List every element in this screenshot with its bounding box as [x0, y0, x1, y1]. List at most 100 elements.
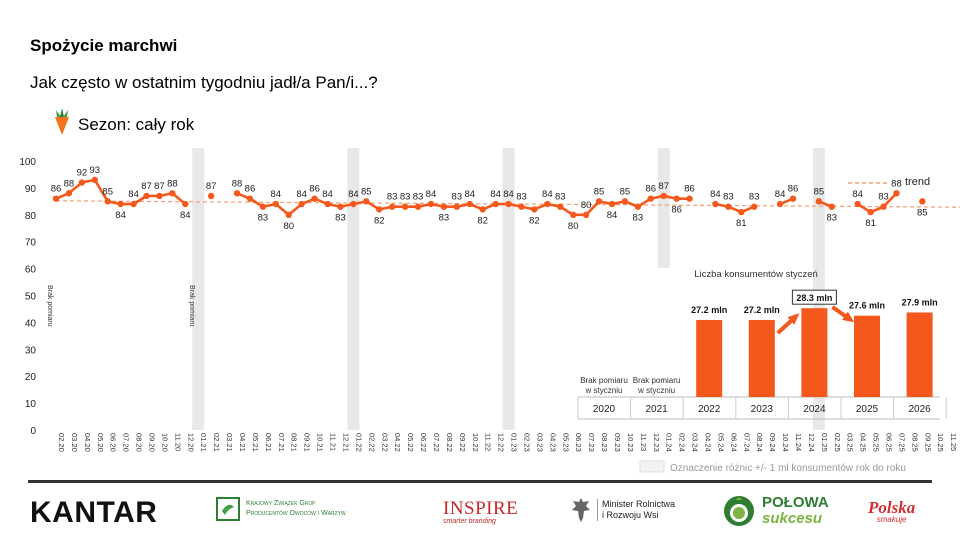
data-point: [828, 203, 835, 210]
data-point: [621, 198, 629, 205]
x-tick-label: 07.20: [122, 433, 131, 452]
x-tick-label: 02.25: [833, 433, 842, 452]
data-label: 85: [361, 186, 372, 197]
bar-value-label: 27.6 mln: [849, 301, 885, 311]
kantar-logo: KANTAR: [30, 496, 158, 529]
x-tick-label: 11.21: [329, 433, 338, 451]
y-tick-label: 50: [25, 292, 37, 303]
data-point: [531, 206, 538, 213]
data-point: [725, 203, 732, 210]
data-label: 82: [477, 215, 488, 226]
no-measurement-label: Brak pomiaru: [188, 285, 195, 327]
polska-line2: smakuje: [876, 515, 907, 524]
data-point: [660, 192, 667, 200]
bar-value-label: 27.9 mln: [902, 297, 938, 307]
data-label: 85: [102, 186, 113, 197]
x-tick-label: 11.22: [484, 433, 493, 451]
x-tick-label: 06.25: [885, 433, 894, 452]
data-point: [104, 198, 111, 205]
data-label: 84: [115, 210, 126, 221]
x-tick-label: 07.24: [742, 433, 751, 452]
data-label: 93: [90, 165, 101, 176]
minister-line1: Minister Rolnictwa: [602, 499, 676, 509]
x-tick-label: 11.25: [949, 433, 958, 451]
x-tick-label: 03.22: [380, 433, 389, 452]
data-point: [233, 190, 241, 197]
x-tick-label: 02.22: [367, 433, 376, 452]
data-point: [156, 192, 163, 200]
x-tick-label: 02.20: [57, 433, 66, 452]
data-label: 84: [296, 189, 307, 200]
consumption-chart: Brak pomiaru Brak pomiaru 0 10 20 30 40 50 60 70 8…: [19, 148, 960, 474]
data-point: [91, 176, 98, 184]
x-tick-label: 08.24: [755, 433, 764, 452]
data-point: [143, 192, 150, 200]
data-point: [337, 203, 344, 210]
kzg-line1: Krajowy Związek Grup: [246, 500, 316, 507]
x-tick-label: 05.24: [716, 433, 725, 452]
data-label: 88: [891, 178, 902, 189]
x-tick-label: 09.25: [923, 433, 932, 452]
data-label: 83: [723, 192, 734, 203]
data-label: 83: [827, 213, 838, 224]
data-point: [311, 195, 318, 202]
x-tick-label: 03.21: [225, 433, 234, 452]
x-tick-label: 12.20: [186, 433, 195, 452]
data-label: 86: [51, 184, 62, 195]
data-point: [259, 203, 267, 210]
data-label: 85: [620, 186, 631, 197]
data-label: 84: [542, 189, 553, 200]
x-tick-label: 04.23: [548, 433, 557, 452]
bar-value-label: 27.2 mln: [744, 305, 780, 315]
x-tick-label: 12.22: [497, 433, 506, 452]
data-label: 84: [348, 189, 359, 200]
data-point: [712, 200, 719, 208]
data-label: 84: [464, 189, 475, 200]
x-tick-label: 08.22: [445, 433, 454, 452]
bar: [854, 315, 880, 397]
data-label: 87: [154, 181, 165, 192]
data-point: [388, 203, 396, 210]
data-label: 85: [814, 186, 825, 197]
x-tick-label: 10.20: [160, 433, 169, 452]
data-label: 81: [736, 218, 747, 229]
x-tick-label: 01.23: [510, 433, 519, 452]
data-label: 86: [645, 184, 656, 195]
highlight-box: [791, 289, 837, 305]
data-label: 86: [788, 184, 799, 195]
data-point: [169, 190, 176, 197]
data-point: [272, 200, 280, 208]
question-text: Jak często w ostatnim tygodniu jadł/a Pa…: [30, 73, 378, 92]
series-line: [856, 192, 898, 214]
x-tick-label: 10.25: [936, 433, 945, 452]
bar-missing-label: w styczniu: [585, 386, 623, 395]
bar-missing-label: Brak pomiaru: [580, 376, 628, 385]
bar-chart-title: Liczba konsumentów styczeń: [694, 269, 818, 280]
kzg-line2: Producentów Owoców i Warzyw: [246, 510, 346, 517]
x-tick-label: 03.25: [846, 433, 855, 452]
data-point: [751, 203, 758, 210]
data-label: 83: [400, 192, 411, 203]
data-label: 84: [490, 189, 501, 200]
x-tick-label: 03.23: [535, 433, 544, 452]
bar-year-label: 2025: [856, 404, 879, 415]
no-measurement-label: Brak pomiaru: [46, 285, 53, 327]
x-tick-label: 07.22: [432, 433, 441, 452]
data-point: [582, 211, 590, 218]
x-tick-label: 03.24: [691, 433, 700, 452]
x-tick-label: 05.22: [406, 433, 415, 452]
gap-band: [192, 148, 205, 430]
data-point: [893, 190, 900, 197]
data-label: 85: [594, 186, 605, 197]
bar-value-label: 27.2 mln: [691, 305, 727, 315]
bar-year-label: 2024: [803, 404, 826, 415]
y-tick-label: 30: [25, 345, 37, 356]
data-label: 83: [878, 192, 889, 203]
x-tick-label: 02.24: [678, 433, 687, 452]
data-label: 84: [503, 189, 514, 200]
data-label: 83: [387, 192, 398, 203]
data-point: [285, 211, 292, 218]
bar: [696, 319, 723, 397]
data-label: 84: [271, 189, 282, 200]
bar: [906, 312, 933, 397]
